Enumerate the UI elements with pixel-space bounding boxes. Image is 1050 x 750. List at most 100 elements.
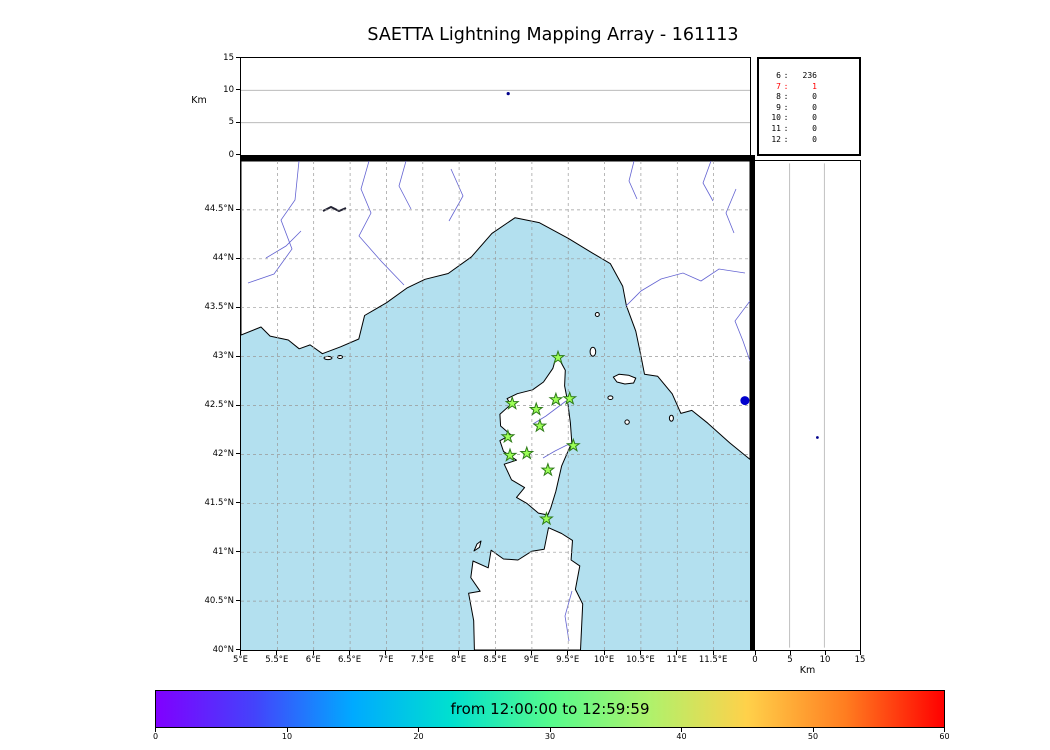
altitude-latitude-plot <box>789 163 825 648</box>
right-km-tick-label: 5 <box>787 655 793 665</box>
altitude-latitude-panel <box>755 160 861 651</box>
separator: : <box>783 92 789 102</box>
right-km-tick-mark <box>789 651 791 655</box>
longitude-tick-mark <box>312 651 314 655</box>
altitude-tick-label: 0 <box>228 149 234 160</box>
separator: : <box>783 123 789 133</box>
lma-station-star <box>504 395 520 410</box>
lightning-source-dot <box>506 92 510 96</box>
coastline-corsica <box>499 355 573 516</box>
latitude-tick-label: 44.5°N <box>204 204 234 215</box>
panel-separator-vertical <box>750 155 755 651</box>
map-panel <box>240 160 751 651</box>
source-count: 0 <box>812 113 817 123</box>
longitude-tick-mark <box>530 651 532 655</box>
station-count-row: 9: 0 <box>769 103 845 114</box>
longitude-tick-label: 6°E <box>305 655 321 665</box>
right-km-tick-mark <box>859 651 861 655</box>
island-pianosa <box>607 395 614 400</box>
altitude-time-panel <box>240 57 751 156</box>
longitude-tick-mark <box>494 651 496 655</box>
latitude-tick-mark <box>236 649 240 650</box>
separator: : <box>783 113 789 123</box>
lma-station-star <box>528 401 544 416</box>
island-giglio <box>668 414 674 422</box>
longitude-tick-mark <box>712 651 714 655</box>
colorbar-tick-mark <box>155 728 156 732</box>
source-count: 0 <box>812 134 817 144</box>
station-count-row: 10: 0 <box>769 113 845 124</box>
longitude-tick-label: 10.5°E <box>626 655 655 665</box>
colorbar-tick-label: 30 <box>544 732 556 741</box>
longitude-tick-label: 7.5°E <box>410 655 434 665</box>
land-polygons <box>241 161 750 650</box>
longitude-tick-mark <box>349 651 351 655</box>
source-count: 0 <box>812 123 817 133</box>
island-asinara <box>473 540 482 552</box>
coastline-mainland <box>241 161 750 460</box>
altitude-tick-mark <box>236 154 240 155</box>
longitude-tick-mark <box>458 651 460 655</box>
longitude-tick-label: 6.5°E <box>337 655 362 665</box>
colorbar-tick-label: 0 <box>152 732 159 741</box>
longitude-tick-mark <box>385 651 387 655</box>
rivers <box>247 161 750 642</box>
lightning-sources-layer <box>740 396 750 406</box>
longitude-tick-label: 11°E <box>666 655 687 665</box>
altitude-tick-mark <box>236 89 240 91</box>
island-port-cros <box>337 355 343 359</box>
longitude-tick-label: 5.5°E <box>265 655 289 665</box>
latitude-tick-label: 44°N <box>212 253 234 264</box>
right-km-tick-label: 0 <box>752 655 758 665</box>
source-count: 1 <box>812 81 817 91</box>
latitude-tick-mark <box>236 551 240 553</box>
latitude-tick-label: 41.5°N <box>204 497 234 508</box>
island-gorgona <box>594 312 600 317</box>
lma-station-star <box>540 462 556 477</box>
colorbar-tick-label: 40 <box>676 732 687 741</box>
station-count-row: 11: 0 <box>769 124 845 135</box>
latitude-tick-mark <box>236 600 240 602</box>
colorbar: from 12:00:00 to 12:59:59 <box>155 690 945 728</box>
colorbar-tick-label: 50 <box>807 732 819 741</box>
station-markers-layer <box>500 349 581 526</box>
station-number: 11 <box>771 123 781 133</box>
longitude-tick-mark <box>676 651 678 655</box>
longitude-tick-mark <box>603 651 605 655</box>
station-number: 7 <box>776 81 781 91</box>
lma-station-star <box>538 511 554 526</box>
altitude-tick-label: 15 <box>223 52 234 63</box>
longitude-tick-mark <box>276 651 278 655</box>
lma-station-star <box>550 349 566 364</box>
latitude-tick-mark <box>236 404 240 406</box>
island-elba <box>612 373 637 385</box>
lma-station-star <box>502 447 518 462</box>
separator: : <box>783 102 789 112</box>
station-count-row: 12: 0 <box>769 135 845 146</box>
colorbar-tick-label: 10 <box>281 732 293 741</box>
colorbar-tick-mark <box>944 728 945 732</box>
lma-station-star <box>548 391 564 406</box>
longitude-tick-mark <box>639 651 641 655</box>
lma-station-star <box>565 437 581 452</box>
altitude-time-plot <box>241 89 750 124</box>
station-number: 6 <box>776 71 781 80</box>
longitude-tick-label: 7°E <box>378 655 394 665</box>
longitude-tick-label: 5°E <box>232 655 249 665</box>
latitude-tick-mark <box>236 306 240 308</box>
separator: : <box>783 71 789 80</box>
longitude-tick-label: 11.5°E <box>698 655 728 665</box>
longitude-tick-label: 9.5°E <box>556 655 580 665</box>
colorbar-tick-mark <box>812 728 814 732</box>
colorbar-tick-label: 60 <box>939 732 950 741</box>
station-count-row: 7: 1 <box>769 82 845 93</box>
right-km-tick-mark <box>824 651 826 655</box>
lma-station-star <box>532 418 548 433</box>
station-counts-panel: 6: 236 7: 1 8: 0 9: 0 10: 0 11: 0 12: 0 <box>757 57 861 156</box>
colorbar-tick-mark <box>418 728 419 732</box>
station-number: 10 <box>771 113 781 123</box>
right-km-tick-mark <box>754 651 756 655</box>
lma-station-star <box>562 390 578 406</box>
altitude-tick-label: 5 <box>228 117 234 128</box>
